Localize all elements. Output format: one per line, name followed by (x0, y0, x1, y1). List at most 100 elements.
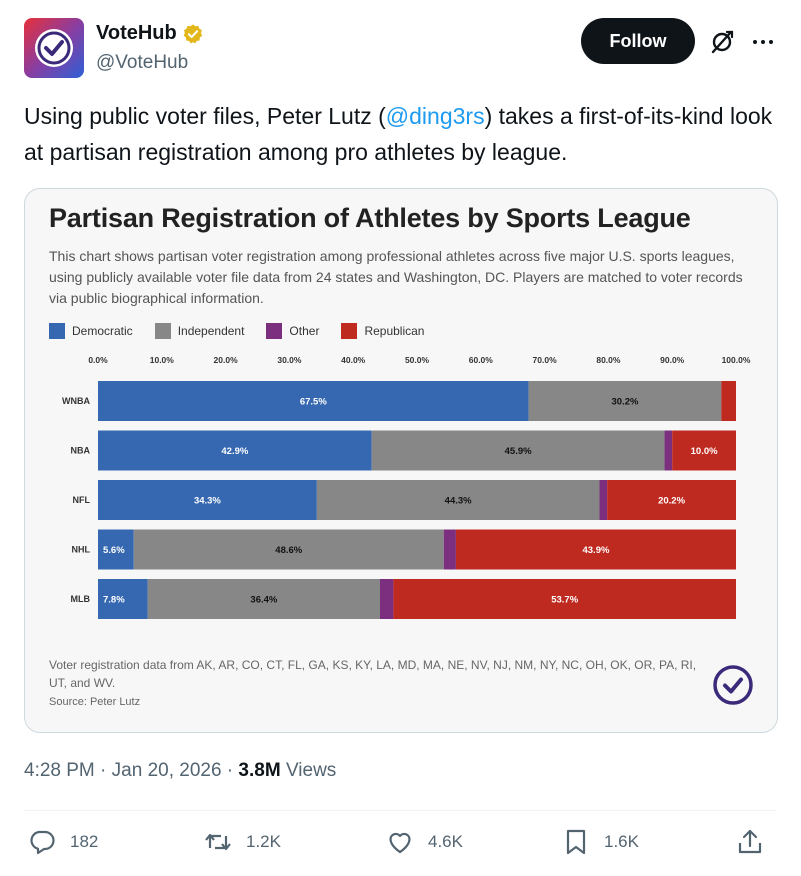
legend-swatch-independent (154, 323, 171, 339)
bar-segment-democratic (98, 430, 372, 471)
repost-button[interactable]: 1.2K (204, 828, 281, 856)
legend-item-democratic: Democratic (49, 323, 133, 339)
data-label: 10.0% (691, 446, 718, 457)
x-tick-label: 70.0% (533, 355, 558, 365)
bar-segment-independent (316, 480, 600, 520)
bar-segment-democratic (98, 529, 134, 570)
chart-description: This chart shows partisan voter registra… (49, 248, 743, 306)
x-tick-label: 90.0% (660, 355, 685, 365)
tweet-meta: 4:28 PM · Jan 20, 2026 · 3.8M Views (24, 760, 336, 782)
y-category-label: NFL (73, 495, 91, 505)
verified-badge-icon (183, 23, 202, 43)
data-label: 36.4% (250, 595, 277, 606)
more-icon[interactable] (751, 30, 775, 54)
x-tick-label: 80.0% (596, 355, 621, 365)
bar-segment-democratic (98, 381, 529, 421)
data-label: 45.9% (505, 446, 532, 457)
bar-segment-republican (672, 430, 736, 471)
action-bar: 182 1.2K 4.6K 1.6K (24, 828, 776, 864)
chart-footnote: Voter registration data from AK, AR, CO,… (49, 658, 697, 690)
y-category-label: NHL (72, 545, 91, 555)
legend-swatch-republican (341, 323, 358, 339)
y-category-label: MLB (71, 594, 91, 604)
bar-segment-republican (607, 480, 736, 520)
data-label: 67.5% (300, 397, 327, 408)
bar-segment-republican (721, 381, 736, 421)
legend-swatch-democratic (49, 323, 65, 339)
tweet-date[interactable]: Jan 20, 2026 (111, 760, 222, 781)
x-tick-label: 20.0% (214, 355, 239, 365)
x-tick-label: 60.0% (469, 355, 494, 365)
chart-title: Partisan Registration of Athletes by Spo… (49, 203, 691, 233)
handle[interactable]: @VoteHub (96, 52, 189, 73)
legend-label-republican: Republican (364, 324, 425, 338)
bar-segment-independent (133, 529, 444, 570)
bar-segment-republican (455, 529, 736, 570)
data-label: 30.2% (612, 397, 639, 408)
meta-separator: · (221, 760, 239, 781)
x-tick-label: 40.0% (341, 355, 366, 365)
follow-button[interactable]: Follow (581, 18, 695, 64)
reply-count: 182 (70, 832, 99, 851)
bar-segment-democratic (98, 480, 317, 520)
chart-source: Source: Peter Lutz (49, 696, 141, 708)
bar-segment-republican (393, 579, 736, 619)
y-category-label: NBA (71, 446, 91, 456)
x-tick-label: 100.0% (722, 355, 751, 365)
legend-label-independent: Independent (177, 324, 245, 338)
data-label: 7.8% (103, 595, 125, 606)
bar-segment-democratic (98, 579, 148, 619)
x-tick-label: 0.0% (88, 355, 108, 365)
heart-icon (389, 832, 411, 854)
bar-segment-other (599, 480, 608, 520)
share-icon (738, 829, 762, 854)
bookmark-icon (566, 829, 586, 855)
reply-icon (30, 830, 55, 855)
media-card[interactable]: Partisan Registration of Athletes by Spo… (24, 188, 778, 733)
bar-segment-other (443, 529, 456, 570)
grok-icon[interactable] (709, 29, 735, 55)
data-label: 34.3% (194, 496, 221, 507)
bar-segment-other (664, 430, 673, 471)
avatar[interactable] (24, 18, 84, 78)
tweet-text-before: Using public voter files, Peter Lutz ( (24, 103, 386, 129)
x-tick-label: 30.0% (277, 355, 302, 365)
bookmark-button[interactable]: 1.6K (562, 828, 639, 856)
stacked-bar-chart: 0.0% 10.0% 20.0% 30.0% 40.0% 50.0% 60.0% 70.0% 8… (62, 355, 751, 619)
x-tick-label: 10.0% (150, 355, 175, 365)
reply-button[interactable]: 182 (28, 828, 98, 856)
legend-swatch-other (266, 323, 283, 339)
bar-segment-independent (371, 430, 665, 471)
bookmark-count: 1.6K (604, 832, 639, 851)
data-label: 5.6% (103, 545, 125, 556)
bar-segment-independent (147, 579, 380, 619)
divider (24, 810, 776, 811)
display-name[interactable]: VoteHub (96, 22, 177, 44)
views-count[interactable]: 3.8M (238, 760, 281, 781)
y-category-label: WNBA (62, 396, 90, 406)
views-label: Views (280, 760, 337, 781)
chart-legend: Democratic Independent Other Republican (49, 323, 446, 339)
data-label: 53.7% (551, 595, 578, 606)
bar-segment-independent (528, 381, 722, 421)
legend-label-democratic: Democratic (72, 324, 133, 338)
repost-icon (205, 833, 231, 851)
tweet-header: VoteHub @VoteHub Follow (24, 18, 784, 78)
mention-link[interactable]: @ding3rs (385, 103, 485, 129)
legend-item-independent: Independent (154, 323, 245, 339)
x-tick-label: 50.0% (405, 355, 430, 365)
data-label: 48.6% (275, 545, 302, 556)
legend-label-other: Other (289, 324, 320, 338)
bar-segment-other (379, 579, 394, 619)
meta-separator: · (94, 760, 112, 781)
share-button[interactable] (736, 828, 778, 856)
like-button[interactable]: 4.6K (386, 828, 463, 856)
tweet-text: Using public voter files, Peter Lutz (@d… (24, 98, 776, 170)
like-count: 4.6K (428, 832, 463, 851)
data-label: 44.3% (445, 496, 472, 507)
legend-item-other: Other (266, 323, 319, 339)
repost-count: 1.2K (246, 832, 281, 851)
data-label: 42.9% (221, 446, 248, 457)
tweet-time[interactable]: 4:28 PM (24, 760, 95, 781)
tweet-text-after: ) takes a first-of-its-kind look at part… (24, 103, 773, 165)
